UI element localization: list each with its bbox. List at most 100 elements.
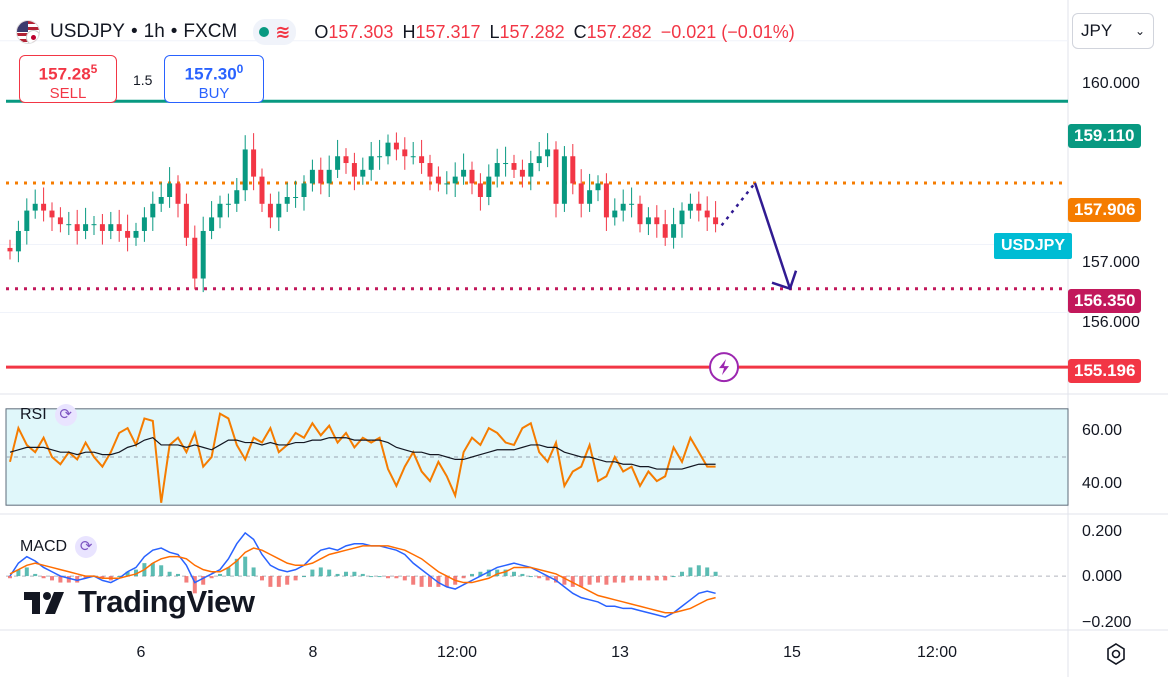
- macd-histogram-bar: [218, 573, 222, 577]
- currency-select[interactable]: JPY ⌄: [1072, 13, 1154, 49]
- low-label: L: [489, 21, 500, 42]
- macd-histogram-bar: [201, 576, 206, 585]
- support-price-tag[interactable]: 155.196: [1068, 359, 1142, 383]
- target-price-tag[interactable]: 156.350: [1068, 289, 1142, 313]
- candle-body: [141, 217, 147, 231]
- candle-body: [309, 169, 315, 184]
- rsi-legend[interactable]: RSI ⟳: [20, 404, 77, 426]
- tradingview-logo[interactable]: TradingView: [24, 584, 255, 620]
- candle-body: [385, 142, 391, 157]
- candle-body: [561, 156, 567, 204]
- rsi-label: RSI: [20, 406, 47, 423]
- macd-histogram-bar: [302, 576, 306, 578]
- macd-histogram-bar: [344, 571, 348, 577]
- candle-body: [519, 169, 525, 177]
- macd-histogram-bar: [696, 565, 701, 577]
- buy-button[interactable]: 157.300 BUY: [164, 55, 264, 103]
- exchange-name: FXCM: [183, 21, 238, 42]
- macd-histogram-bar: [234, 558, 239, 577]
- low-value: 157.282: [499, 21, 565, 42]
- time-axis-tick: 8: [308, 644, 318, 661]
- candle-body: [477, 183, 483, 197]
- candle-body: [587, 190, 593, 204]
- candle-body: [301, 183, 307, 197]
- candle-body: [511, 163, 517, 170]
- candle-body: [175, 183, 181, 204]
- candle-body: [612, 210, 618, 218]
- interval[interactable]: 1h: [143, 21, 165, 42]
- wave-icon: ≋: [275, 22, 291, 42]
- candle-body: [99, 224, 105, 231]
- symbol-name[interactable]: USDJPY: [50, 21, 125, 42]
- candle-body: [570, 156, 576, 184]
- projection-dotted-line: [720, 182, 756, 227]
- candle-body: [637, 203, 643, 225]
- macd-histogram-bar: [293, 576, 298, 581]
- macd-histogram-bar: [579, 576, 584, 587]
- macd-histogram-bar: [209, 576, 214, 579]
- macd-histogram-bar: [495, 569, 500, 577]
- candle-body: [536, 156, 542, 164]
- candle-body: [251, 149, 257, 177]
- macd-histogram-bar: [377, 576, 382, 578]
- close-label: C: [573, 21, 587, 42]
- sell-button[interactable]: 157.285 SELL: [19, 55, 117, 103]
- high-value: 157.317: [415, 21, 481, 42]
- candle-body: [662, 224, 668, 238]
- refresh-icon[interactable]: ⟳: [75, 536, 98, 558]
- candle-body: [225, 203, 231, 205]
- candle-body: [343, 156, 349, 164]
- candle-body: [183, 203, 189, 238]
- rsi-series-line: [9, 412, 716, 503]
- candle-body: [402, 149, 408, 157]
- candle-body: [293, 197, 299, 198]
- macd-histogram-bar: [100, 576, 105, 579]
- resistance-price-tag[interactable]: 159.110: [1068, 124, 1141, 148]
- macd-histogram-bar: [612, 576, 617, 583]
- candle-body: [234, 190, 240, 204]
- macd-histogram-bar: [570, 576, 575, 587]
- market-status[interactable]: ≋: [253, 19, 297, 45]
- close-value: 157.282: [586, 21, 652, 42]
- chart-header: USDJPY • 1h • FXCM ≋ O157.303 H157.317 L…: [16, 16, 795, 48]
- macd-histogram-bar: [428, 576, 432, 587]
- change-value: −0.021 (−0.01%): [660, 21, 795, 42]
- candle-body: [687, 203, 693, 211]
- entry-price-tag[interactable]: 157.906: [1068, 198, 1142, 222]
- candle-body: [49, 210, 55, 218]
- macd-histogram-bar: [117, 576, 122, 578]
- open-label: O: [314, 21, 329, 42]
- candle-body: [335, 156, 341, 170]
- candle-body: [620, 203, 626, 211]
- candle-body: [66, 224, 72, 226]
- settings-gear-icon[interactable]: [1103, 641, 1129, 667]
- candle-body: [91, 224, 97, 226]
- macd-histogram-bar: [503, 569, 508, 577]
- spread-value: 1.5: [133, 72, 153, 88]
- symbol-price-tag: USDJPY: [994, 233, 1073, 259]
- candle-body: [603, 183, 609, 218]
- macd-histogram-bar: [461, 576, 466, 579]
- candle-body: [41, 203, 47, 211]
- refresh-icon[interactable]: ⟳: [54, 404, 77, 426]
- rsi-axis-tick: 40.00: [1082, 475, 1123, 492]
- price-axis-tick: 156.000: [1082, 314, 1140, 331]
- candle-body: [200, 230, 206, 279]
- macd-axis-tick: 0.200: [1082, 523, 1123, 540]
- candle-body: [654, 217, 660, 225]
- macd-histogram-bar: [176, 573, 180, 577]
- macd-histogram-bar: [251, 567, 256, 577]
- candle-body: [209, 217, 215, 231]
- macd-histogram-bar: [638, 576, 642, 581]
- macd-histogram-bar: [394, 576, 399, 579]
- macd-histogram-bar: [663, 576, 668, 581]
- high-label: H: [402, 21, 416, 42]
- candle-body: [83, 224, 89, 231]
- candle-body: [15, 230, 21, 252]
- candle-body: [116, 224, 122, 231]
- candle-body: [545, 149, 551, 157]
- macd-legend[interactable]: MACD ⟳: [20, 536, 98, 558]
- candle-body: [595, 183, 601, 191]
- chevron-down-icon: ⌄: [1134, 24, 1145, 38]
